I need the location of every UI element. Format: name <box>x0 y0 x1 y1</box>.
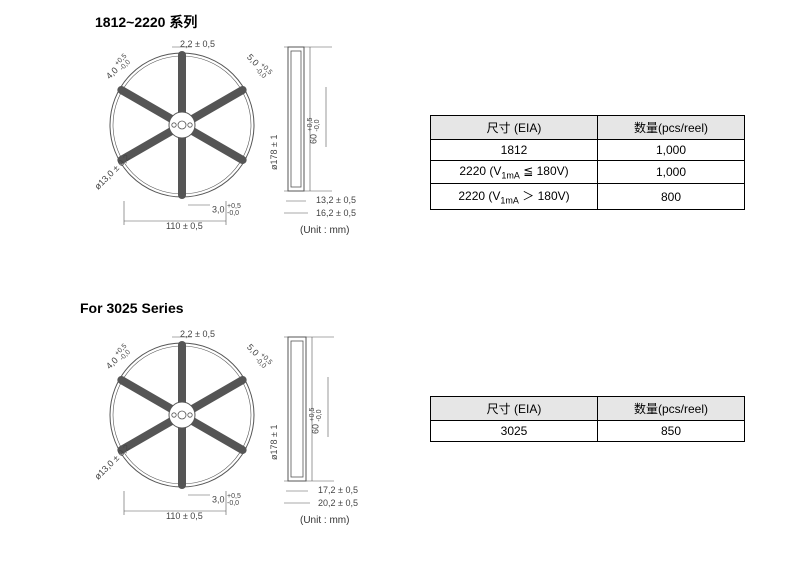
dimension-label: 17,2 ± 0,5 <box>318 485 358 495</box>
table-cell: 1812 <box>431 140 598 161</box>
table-header: 尺寸 (EIA) <box>431 116 598 140</box>
section1-heading: 1812~2220 系列 <box>95 12 197 32</box>
table-row: 2220 (V1mA ＞ 180V)800 <box>431 184 745 209</box>
table-row: 2220 (V1mA ≦ 180V)1,000 <box>431 161 745 184</box>
section2-drawing: 2,2 ± 0,54,0 +0,5-0,05,0 +0,5-0,0ø13,0 ±… <box>90 335 410 545</box>
table-header: 数量(pcs/reel) <box>598 397 745 421</box>
dimension-label: 110 ± 0,5 <box>166 221 203 231</box>
section2-table: 尺寸 (EIA)数量(pcs/reel)3025850 <box>430 396 745 442</box>
table-header: 尺寸 (EIA) <box>431 397 598 421</box>
dimension-label: 2,2 ± 0,5 <box>180 329 215 339</box>
table-cell: 2220 (V1mA ≦ 180V) <box>431 161 598 184</box>
table-header: 数量(pcs/reel) <box>598 116 745 140</box>
table-cell: 1,000 <box>598 161 745 184</box>
dimension-label: ø178 ± 1 <box>269 425 279 460</box>
section1-table: 尺寸 (EIA)数量(pcs/reel)18121,0002220 (V1mA … <box>430 115 745 210</box>
table-cell: 3025 <box>431 421 598 442</box>
unit-label: (Unit : mm) <box>300 225 349 236</box>
dimension-label: 60 +0,5-0,0 <box>307 118 321 144</box>
table-row: 18121,000 <box>431 140 745 161</box>
dimension-label: 13,2 ± 0,5 <box>316 195 356 205</box>
section1-drawing: 2,2 ± 0,54,0 +0,5-0,05,0 +0,5-0,0ø13,0 ±… <box>90 45 410 255</box>
table-cell: 2220 (V1mA ＞ 180V) <box>431 184 598 209</box>
dimension-label: 16,2 ± 0,5 <box>316 208 356 218</box>
section2-heading: For 3025 Series <box>80 300 184 316</box>
table-cell: 800 <box>598 184 745 209</box>
dimension-label: ø178 ± 1 <box>269 135 279 170</box>
dimension-label: 60 +0,5-0,0 <box>309 408 323 434</box>
dimension-label: 3,0 +0,5-0,0 <box>212 203 241 217</box>
table-row: 3025850 <box>431 421 745 442</box>
dimension-label: 20,2 ± 0,5 <box>318 498 358 508</box>
dimension-label: 3,0 +0,5-0,0 <box>212 493 241 507</box>
dimension-label: 2,2 ± 0,5 <box>180 39 215 49</box>
unit-label: (Unit : mm) <box>300 515 349 526</box>
dimension-label: 110 ± 0,5 <box>166 511 203 521</box>
table-cell: 1,000 <box>598 140 745 161</box>
table-cell: 850 <box>598 421 745 442</box>
